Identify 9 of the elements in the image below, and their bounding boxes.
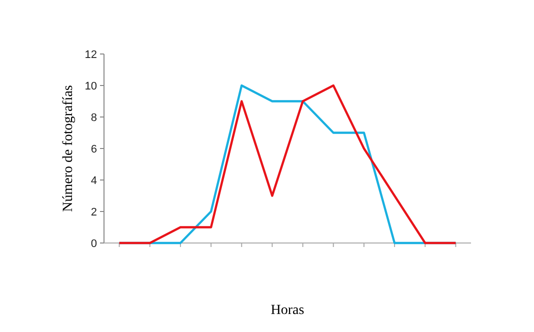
- y-tick-label: 0: [90, 238, 97, 250]
- y-axis-title: Número de fotografías: [61, 85, 76, 212]
- y-tick-label: 4: [90, 174, 97, 187]
- y-tick-label: 2: [90, 206, 97, 218]
- y-tick-label: 8: [90, 112, 97, 124]
- y-tick-label: 6: [90, 143, 97, 156]
- x-axis-title: Horas: [270, 303, 304, 318]
- y-tick-label: 12: [84, 48, 97, 61]
- y-tick-label: 10: [84, 80, 97, 92]
